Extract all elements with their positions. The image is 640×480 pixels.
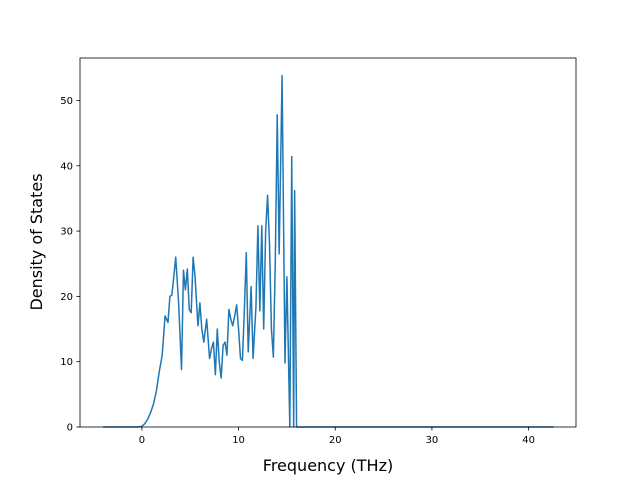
x-axis: 0 10 20 30 40	[139, 427, 535, 446]
y-tick-label: 30	[60, 227, 73, 238]
y-tick-label: 50	[60, 96, 73, 107]
y-axis: 0 10 20 30 40 50	[60, 96, 80, 434]
y-tick-label: 40	[60, 161, 73, 172]
plot-frame	[79, 57, 577, 428]
y-tick-label: 20	[60, 292, 73, 303]
x-tick-label: 40	[522, 435, 535, 446]
x-axis-label: Frequency (THz)	[263, 456, 393, 475]
x-tick-label: 0	[139, 435, 145, 446]
y-tick-label: 0	[67, 423, 73, 434]
series-layer	[103, 74, 554, 428]
plot-area	[80, 58, 576, 427]
y-axis-label: Density of States	[27, 173, 46, 310]
y-tick-label: 10	[60, 357, 73, 368]
x-tick-label: 10	[232, 435, 245, 446]
series-line-0	[103, 74, 554, 428]
x-tick-label: 30	[426, 435, 439, 446]
x-tick-label: 20	[329, 435, 342, 446]
